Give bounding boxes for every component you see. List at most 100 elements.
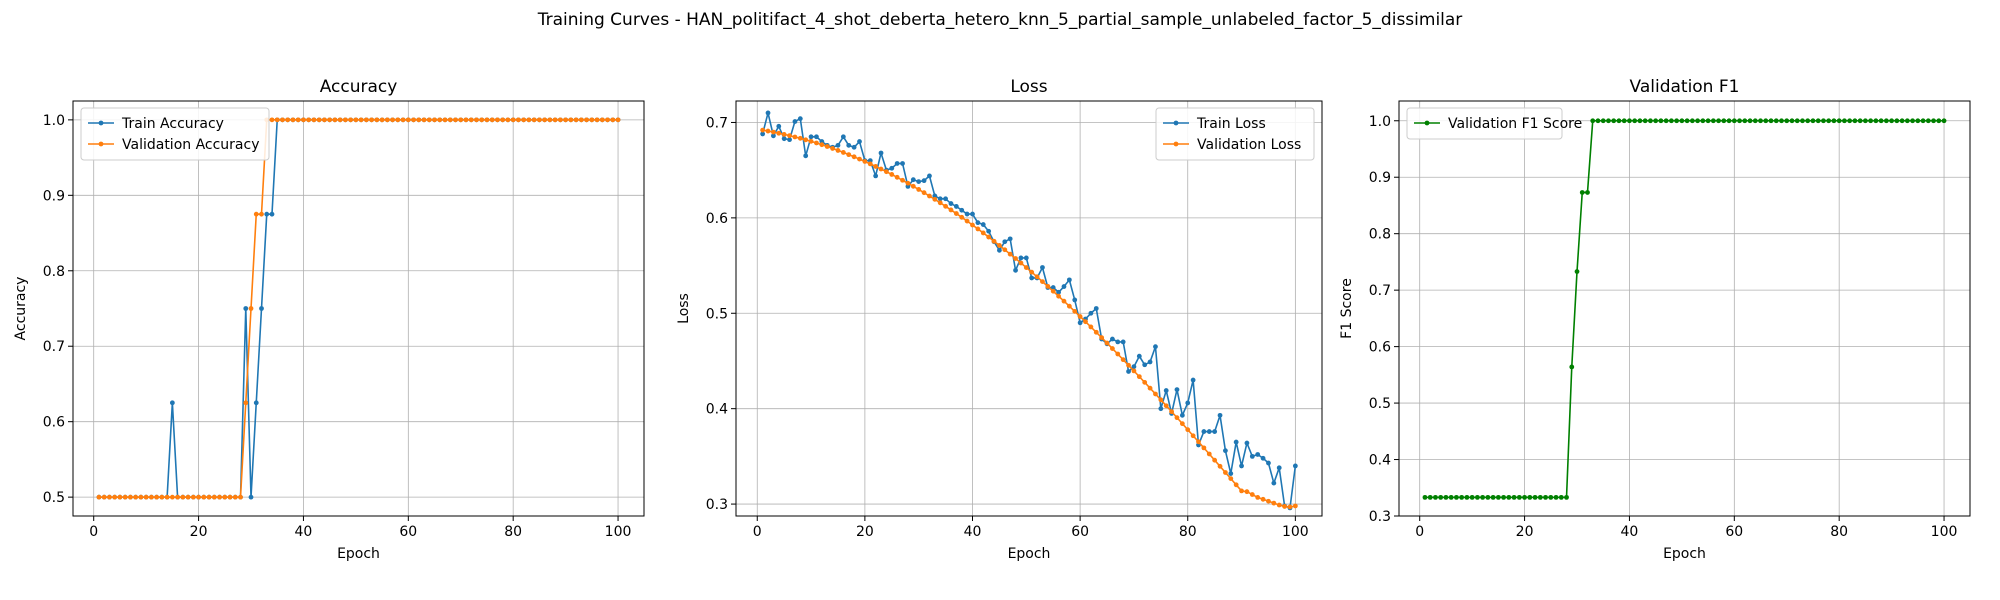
- data-point: [1056, 293, 1061, 299]
- data-point: [1061, 298, 1067, 304]
- data-point: [1147, 385, 1153, 391]
- data-point: [1110, 336, 1115, 342]
- data-point: [1800, 118, 1805, 124]
- data-point: [932, 196, 938, 202]
- data-point: [227, 494, 233, 500]
- legend-marker: [1424, 120, 1430, 126]
- data-point: [1228, 471, 1234, 476]
- data-point: [1443, 494, 1449, 500]
- data-point: [1915, 118, 1921, 124]
- data-point: [1163, 403, 1169, 409]
- data-point: [770, 129, 776, 135]
- data-point: [787, 137, 792, 143]
- x-tick-label: 80: [1179, 524, 1197, 540]
- data-point: [1674, 118, 1680, 124]
- data-point: [395, 117, 401, 123]
- y-tick-label: 0.7: [1369, 283, 1391, 299]
- data-point: [379, 117, 385, 123]
- data-point: [369, 117, 375, 123]
- data-point: [927, 173, 932, 179]
- series-validation-accuracy: [96, 117, 621, 500]
- data-point: [1002, 239, 1008, 245]
- data-point: [159, 494, 165, 500]
- data-point: [997, 243, 1002, 248]
- legend-marker: [98, 120, 104, 126]
- data-point: [964, 218, 970, 224]
- data-point: [1910, 118, 1915, 124]
- data-point: [1763, 118, 1769, 124]
- data-point: [1034, 274, 1040, 280]
- data-point: [259, 211, 264, 217]
- x-tick-label: 60: [1725, 524, 1743, 540]
- data-point: [1668, 118, 1674, 124]
- data-point: [217, 494, 222, 500]
- data-point: [1045, 283, 1051, 289]
- legend: Train Loss Validation Loss: [1155, 107, 1315, 161]
- data-point: [1142, 379, 1148, 385]
- data-point: [835, 142, 841, 148]
- data-point: [589, 117, 595, 123]
- data-point: [1093, 329, 1099, 335]
- data-point: [584, 117, 589, 123]
- data-point: [1637, 118, 1643, 124]
- legend-box: [1155, 107, 1315, 161]
- data-point: [447, 117, 453, 123]
- y-axis-label: Accuracy: [13, 277, 29, 341]
- data-point: [905, 180, 911, 186]
- data-point: [468, 117, 474, 123]
- data-point: [808, 138, 814, 144]
- data-point: [1579, 190, 1585, 195]
- legend-label: Train Loss: [1196, 116, 1266, 132]
- data-point: [889, 172, 895, 177]
- data-point: [1040, 265, 1045, 270]
- legend-marker: [1173, 141, 1179, 147]
- data-point: [1233, 482, 1239, 488]
- x-tick-label: 80: [1830, 524, 1848, 540]
- data-point: [1653, 118, 1659, 124]
- data-point: [1553, 494, 1559, 500]
- data-point: [578, 117, 584, 123]
- y-tick-label: 0.7: [706, 115, 728, 131]
- data-point: [910, 183, 916, 189]
- data-point: [495, 117, 500, 123]
- data-point: [1185, 400, 1191, 406]
- data-point: [1868, 118, 1874, 124]
- data-point: [1190, 433, 1196, 439]
- data-point: [1131, 368, 1137, 374]
- data-point: [1805, 118, 1811, 124]
- data-point: [1072, 308, 1078, 314]
- data-point: [516, 117, 521, 123]
- data-point: [1212, 429, 1218, 434]
- y-tick-label: 0.9: [1369, 170, 1391, 186]
- x-tick-label: 80: [504, 524, 522, 540]
- data-point: [599, 117, 605, 123]
- data-point: [1836, 118, 1842, 124]
- data-point: [1066, 303, 1072, 309]
- chart-panel-1: 0 20 40 60 80 100 0.5 0.6 0.7 0.8 0.9 1.0 Accuracy Ep…: [13, 77, 645, 562]
- data-point: [400, 117, 406, 123]
- data-point: [873, 173, 879, 179]
- data-point: [1480, 494, 1486, 500]
- data-point: [322, 117, 327, 123]
- data-point: [797, 135, 803, 141]
- data-point: [1684, 118, 1690, 124]
- data-point: [311, 117, 317, 123]
- data-point: [1768, 118, 1774, 124]
- x-tick-label: 100: [605, 524, 632, 540]
- data-point: [1228, 476, 1234, 482]
- data-point: [1018, 260, 1024, 266]
- data-point: [1831, 118, 1837, 124]
- data-point: [1212, 457, 1218, 463]
- x-tick-label: 60: [1071, 524, 1089, 540]
- data-point: [248, 306, 254, 311]
- data-point: [1201, 445, 1207, 451]
- data-point: [1115, 339, 1121, 345]
- data-point: [1007, 236, 1013, 242]
- data-point: [1223, 448, 1228, 454]
- data-point: [1292, 503, 1298, 509]
- data-point: [867, 161, 873, 167]
- data-point: [557, 117, 563, 123]
- data-point: [1642, 118, 1648, 124]
- data-point: [1689, 118, 1695, 124]
- data-point: [1066, 277, 1072, 283]
